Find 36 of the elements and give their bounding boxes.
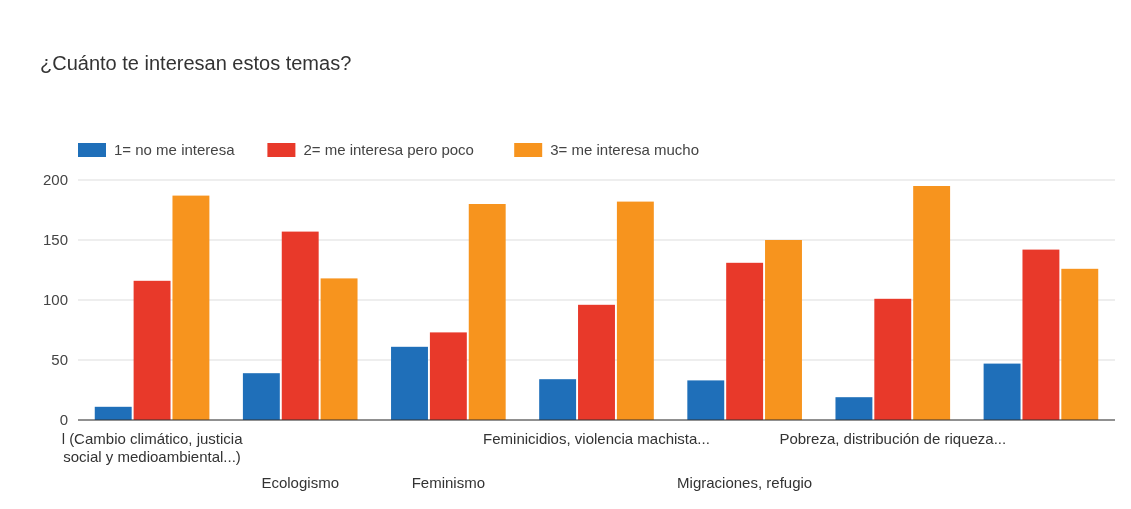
bar xyxy=(835,397,873,420)
y-tick-label: 100 xyxy=(42,291,68,308)
y-tick-label: 150 xyxy=(42,231,68,248)
legend-label: 2= me interesa pero poco xyxy=(303,141,474,158)
legend-label: 1= no me interesa xyxy=(114,141,236,158)
x-tick-label: l (Cambio climático, justicia social y medioambiental...) xyxy=(61,430,244,465)
bar xyxy=(983,363,1021,420)
bar xyxy=(874,298,912,420)
x-tick-label: Feminicidios, violencia machista... xyxy=(483,430,710,447)
bar xyxy=(133,280,171,420)
bar xyxy=(281,231,319,420)
bar xyxy=(687,380,725,420)
chart-title: ¿Cuánto te interesan estos temas? xyxy=(40,52,352,74)
legend-label: 3= me interesa mucho xyxy=(550,141,700,158)
bar xyxy=(429,332,467,420)
bar xyxy=(616,201,654,420)
bar xyxy=(765,240,802,420)
bar xyxy=(578,304,615,420)
bar xyxy=(726,262,764,420)
bar xyxy=(242,373,280,420)
bar xyxy=(172,195,210,420)
x-tick-label: Migraciones, refugio xyxy=(677,474,813,491)
bar xyxy=(320,278,358,420)
y-tick-label: 50 xyxy=(51,351,68,368)
x-tick-label: Pobreza, distribución de riqueza... xyxy=(779,430,1007,447)
bar xyxy=(391,346,428,420)
bar xyxy=(1061,268,1099,420)
bar xyxy=(94,406,132,420)
y-tick-label: 200 xyxy=(42,171,68,188)
y-tick-label: 0 xyxy=(59,411,68,428)
x-tick-label: Ecologismo xyxy=(261,474,339,491)
bar xyxy=(539,379,577,420)
bar xyxy=(913,186,951,420)
bar xyxy=(1022,249,1060,420)
x-tick-label: Feminismo xyxy=(411,474,486,491)
bar xyxy=(468,204,506,420)
